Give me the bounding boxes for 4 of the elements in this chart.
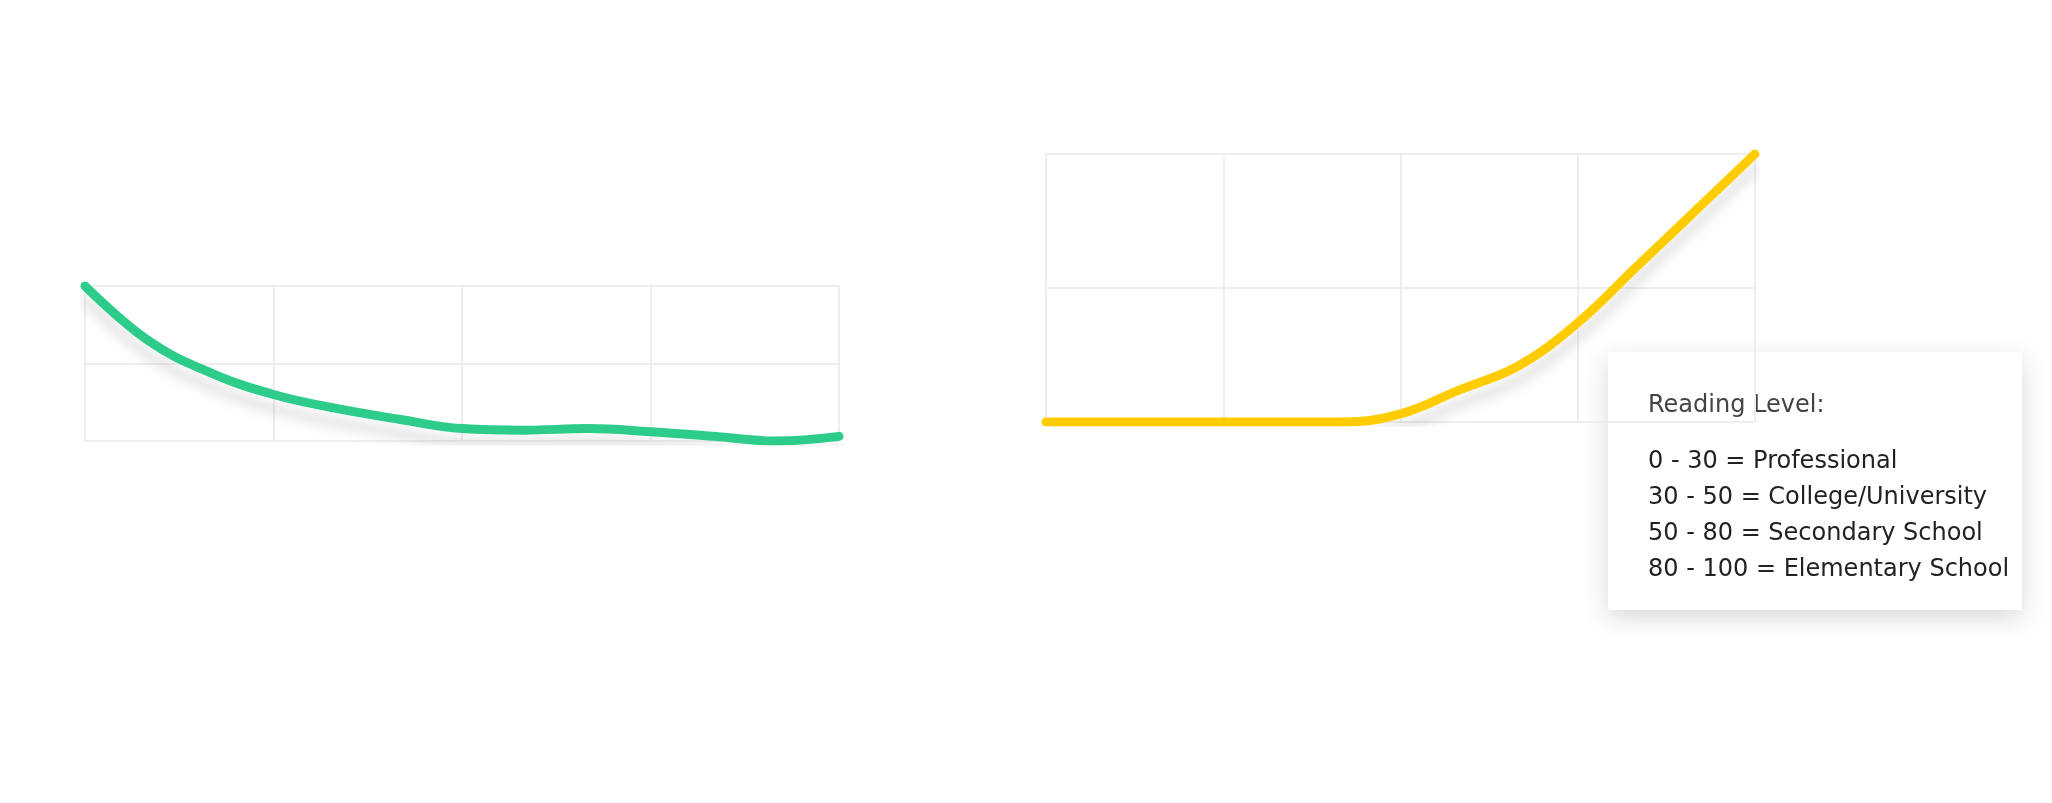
text: 50 - 80 = Secondary School (1648, 518, 1983, 546)
text: 80 - 100 = Elementary School (1648, 554, 2010, 582)
text: 0 - 30 = Professional (1648, 446, 1898, 474)
text: 30 - 50 = College/University (1648, 482, 1988, 510)
